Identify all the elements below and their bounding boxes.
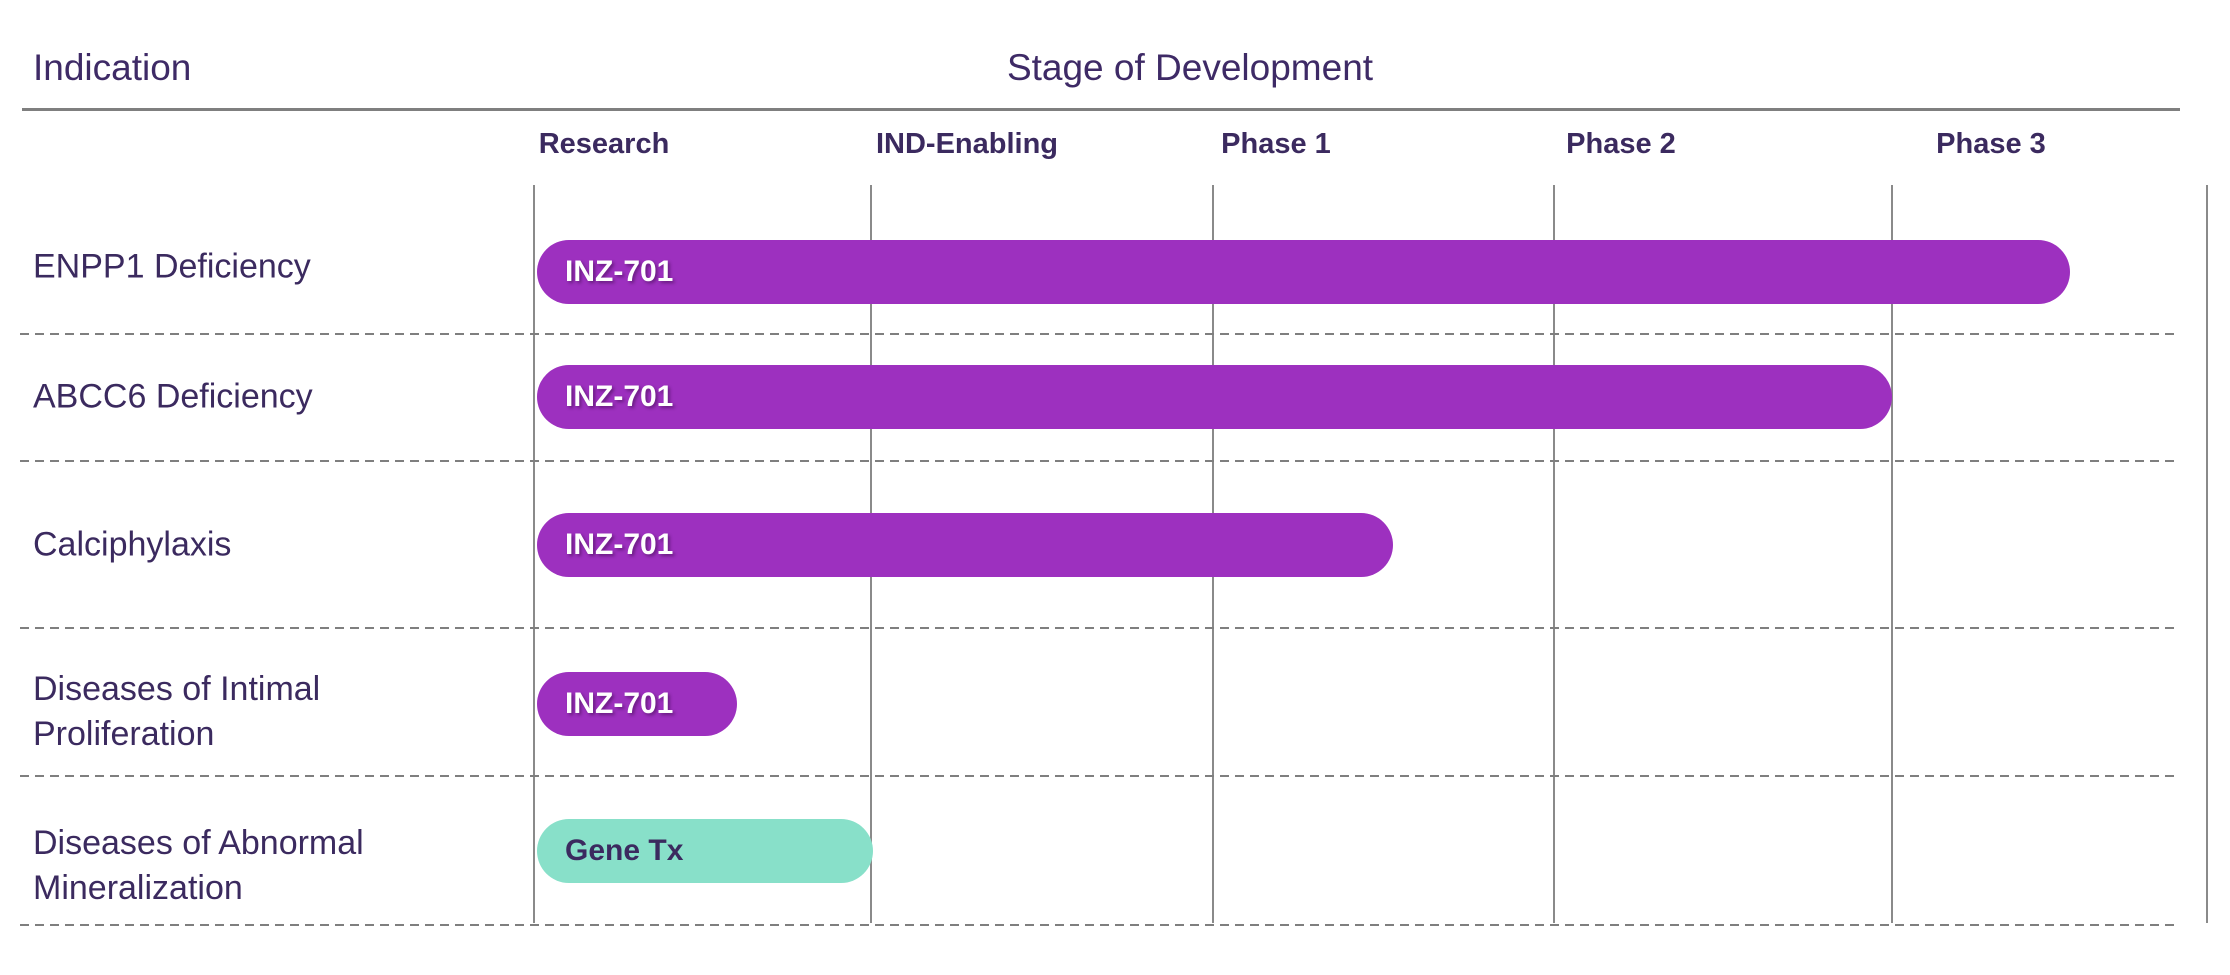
indication-column-title: Indication (33, 47, 192, 88)
stage-header-research: Research (538, 128, 670, 160)
bar-label: INZ-701 (565, 255, 674, 288)
pipeline-bar-inz701-abcc6: INZ-701 (537, 365, 1892, 429)
stage-header-phase-2: Phase 2 (1566, 128, 1676, 160)
stage-header-phase-1: Phase 1 (1221, 128, 1331, 160)
header-divider-line (22, 108, 2180, 111)
row-separator (20, 460, 2180, 462)
row-separator (20, 924, 2180, 926)
row-label-enpp1-deficiency: ENPP1 Deficiency (33, 247, 311, 286)
stage-of-development-title: Stage of Development (1006, 47, 1374, 88)
pipeline-bar-gene-tx: Gene Tx (537, 819, 873, 883)
stage-gridline (1553, 185, 1555, 923)
bar-label: INZ-701 (565, 687, 674, 720)
bar-label: Gene Tx (565, 834, 684, 867)
pipeline-bar-inz701-intimal: INZ-701 (537, 672, 737, 736)
bar-label: INZ-701 (565, 380, 674, 413)
row-separator (20, 627, 2180, 629)
stage-header-phase-3: Phase 3 (1936, 128, 2046, 160)
stage-header-ind-enabling: IND-Enabling (875, 128, 1059, 160)
stage-gridline (533, 185, 535, 923)
pipeline-bar-inz701-calciphylaxis: INZ-701 (537, 513, 1393, 577)
stage-gridline (1891, 185, 1893, 923)
row-label-calciphylaxis: Calciphylaxis (33, 525, 232, 564)
row-separator (20, 333, 2180, 335)
row-label-abnormal-mineralization: Diseases of Abnormal Mineralization (33, 824, 364, 907)
bar-label: INZ-701 (565, 528, 674, 561)
row-label-abcc6-deficiency: ABCC6 Deficiency (33, 377, 313, 416)
row-label-intimal-proliferation: Diseases of Intimal Proliferation (33, 670, 321, 753)
stage-gridline (2206, 185, 2208, 923)
row-separator (20, 775, 2180, 777)
pipeline-bar-inz701-enpp1: INZ-701 (537, 240, 2070, 304)
